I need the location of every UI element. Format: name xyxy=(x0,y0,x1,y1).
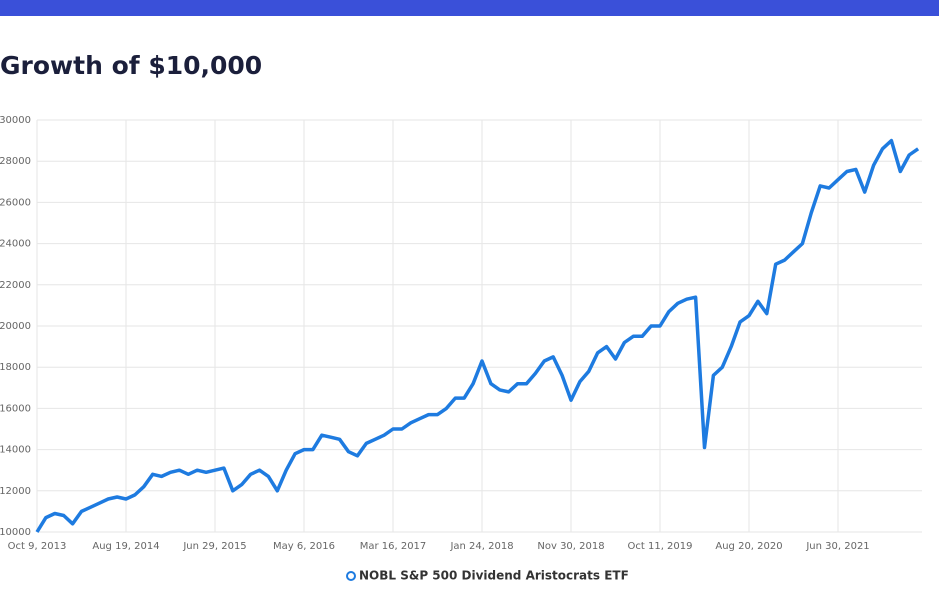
legend-marker xyxy=(346,571,356,581)
y-tick-label: 22000 xyxy=(0,280,31,291)
y-tick-label: 28000 xyxy=(0,156,31,167)
data-line xyxy=(35,138,920,533)
y-tick-label: 20000 xyxy=(0,321,31,332)
y-tick-label: 24000 xyxy=(0,239,31,250)
y-tick-label: 10000 xyxy=(0,527,31,538)
y-tick-label: 18000 xyxy=(0,362,31,373)
x-tick-label: Oct 9, 2013 xyxy=(8,541,67,552)
legend-label: NOBL S&P 500 Dividend Aristocrats ETF xyxy=(359,569,629,583)
x-tick-label: Jun 29, 2015 xyxy=(182,541,246,552)
x-tick-label: Aug 20, 2020 xyxy=(715,541,782,552)
y-tick-label: 12000 xyxy=(0,486,31,497)
x-tick-label: May 6, 2016 xyxy=(273,541,335,552)
y-tick-label: 14000 xyxy=(0,445,31,456)
x-tick-label: Mar 16, 2017 xyxy=(360,541,427,552)
y-tick-label: 30000 xyxy=(0,115,31,126)
y-tick-label: 26000 xyxy=(0,197,31,208)
top-bar xyxy=(0,0,939,16)
x-tick-label: Aug 19, 2014 xyxy=(92,541,159,552)
x-tick-label: Jan 24, 2018 xyxy=(449,541,513,552)
chart-title: Growth of $10,000 xyxy=(0,51,262,80)
x-tick-label: Jun 30, 2021 xyxy=(805,541,869,552)
x-tick-label: Nov 30, 2018 xyxy=(537,541,604,552)
x-tick-label: Oct 11, 2019 xyxy=(628,541,693,552)
y-tick-label: 16000 xyxy=(0,403,31,414)
